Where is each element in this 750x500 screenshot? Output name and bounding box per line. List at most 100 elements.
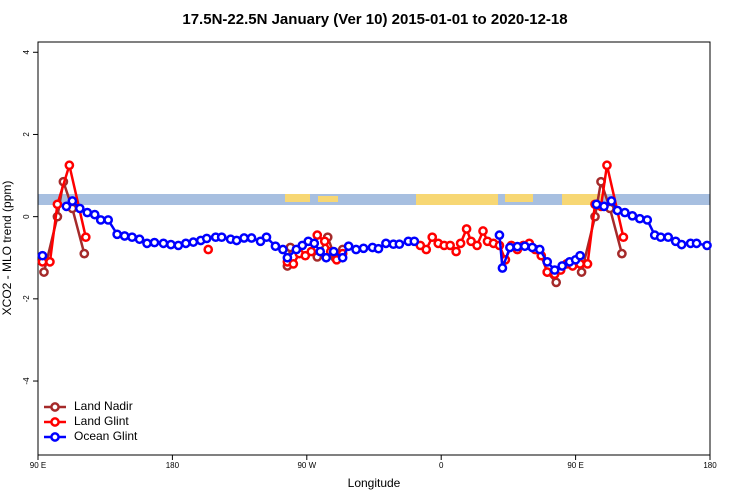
- data-point: [82, 207, 93, 218]
- data-point: [576, 267, 587, 277]
- data-point: [451, 246, 461, 257]
- land-band: [416, 194, 498, 205]
- x-tick-label: 0: [439, 461, 444, 470]
- data-point: [288, 259, 299, 269]
- data-point: [52, 199, 63, 210]
- x-axis-label: Longitude: [348, 476, 401, 490]
- chart-title: 17.5N-22.5N January (Ver 10) 2015-01-01 …: [182, 11, 567, 28]
- data-point: [158, 238, 169, 249]
- data-point: [478, 226, 488, 236]
- data-point: [309, 238, 320, 249]
- legend-marker: [50, 417, 60, 427]
- data-point: [246, 233, 257, 243]
- land-band: [318, 196, 338, 202]
- y-axis-label: XCO2 - MLO trend (ppm): [0, 181, 14, 316]
- legend-label: Land Nadir: [74, 399, 133, 413]
- data-point: [319, 236, 330, 247]
- data-point: [306, 246, 317, 257]
- data-point: [602, 160, 612, 171]
- data-point: [702, 240, 712, 251]
- data-point: [188, 237, 199, 247]
- data-point: [173, 240, 184, 251]
- data-point: [551, 277, 562, 288]
- data-point: [343, 241, 354, 252]
- ocean-band: [38, 194, 710, 205]
- data-point: [505, 242, 515, 253]
- data-point: [427, 232, 438, 243]
- data-point: [315, 246, 326, 257]
- data-point: [663, 232, 674, 243]
- data-point: [612, 205, 623, 216]
- land-band: [505, 194, 533, 202]
- data-point: [642, 215, 653, 225]
- data-point: [627, 210, 638, 221]
- data-point: [542, 267, 553, 277]
- y-tick-label: 0: [22, 214, 31, 219]
- data-point: [358, 243, 369, 254]
- data-point: [519, 241, 530, 252]
- data-point: [261, 232, 272, 243]
- data-point: [461, 224, 472, 234]
- legend-label: Land Glint: [74, 414, 129, 428]
- data-point: [582, 259, 593, 269]
- x-tick-label: 180: [166, 461, 180, 470]
- data-point: [37, 250, 48, 261]
- data-point: [203, 244, 214, 255]
- data-point: [618, 232, 629, 243]
- data-point: [79, 248, 90, 259]
- data-point: [282, 252, 293, 263]
- data-point: [80, 232, 91, 243]
- data-point: [321, 252, 332, 263]
- x-tick-label: 180: [703, 461, 717, 470]
- data-point: [591, 199, 602, 210]
- x-tick-label: 90 W: [297, 461, 316, 470]
- legend-label: Ocean Glint: [74, 429, 138, 443]
- data-point: [45, 257, 55, 267]
- data-point: [74, 203, 85, 214]
- land-band: [285, 194, 310, 202]
- data-point: [216, 232, 227, 243]
- data-point: [394, 239, 405, 250]
- data-point: [381, 238, 391, 249]
- data-point: [620, 207, 630, 218]
- data-point: [549, 265, 560, 275]
- data-point: [497, 263, 508, 273]
- data-point: [512, 241, 523, 252]
- land-band: [562, 194, 602, 205]
- data-point: [542, 257, 553, 267]
- data-point: [472, 240, 482, 251]
- data-point: [351, 244, 361, 255]
- data-point: [127, 232, 137, 243]
- data-point: [39, 267, 49, 277]
- data-point: [328, 246, 339, 257]
- y-tick-label: -2: [22, 295, 31, 303]
- data-point: [494, 230, 505, 240]
- data-point: [89, 209, 100, 220]
- data-point: [655, 232, 666, 243]
- data-point: [95, 215, 106, 225]
- data-point: [103, 215, 114, 225]
- y-tick-label: 4: [22, 50, 31, 55]
- data-point: [180, 238, 191, 249]
- data-point: [373, 243, 384, 254]
- data-point: [691, 238, 702, 249]
- data-point: [149, 237, 160, 248]
- data-point: [166, 239, 176, 250]
- data-point: [112, 229, 122, 240]
- data-point: [557, 261, 568, 271]
- data-point: [134, 234, 145, 245]
- data-point: [599, 201, 609, 212]
- data-point: [278, 244, 288, 255]
- data-point: [231, 235, 242, 246]
- data-point: [575, 250, 585, 261]
- data-point: [142, 238, 152, 249]
- data-point: [201, 233, 212, 244]
- data-point: [606, 196, 617, 206]
- data-point: [421, 244, 432, 255]
- data-point: [67, 196, 78, 206]
- data-point: [527, 242, 538, 253]
- x-tick-label: 90 E: [30, 461, 46, 470]
- data-point: [270, 241, 281, 252]
- x-tick-label: 90 E: [567, 461, 583, 470]
- y-tick-label: -4: [22, 377, 31, 385]
